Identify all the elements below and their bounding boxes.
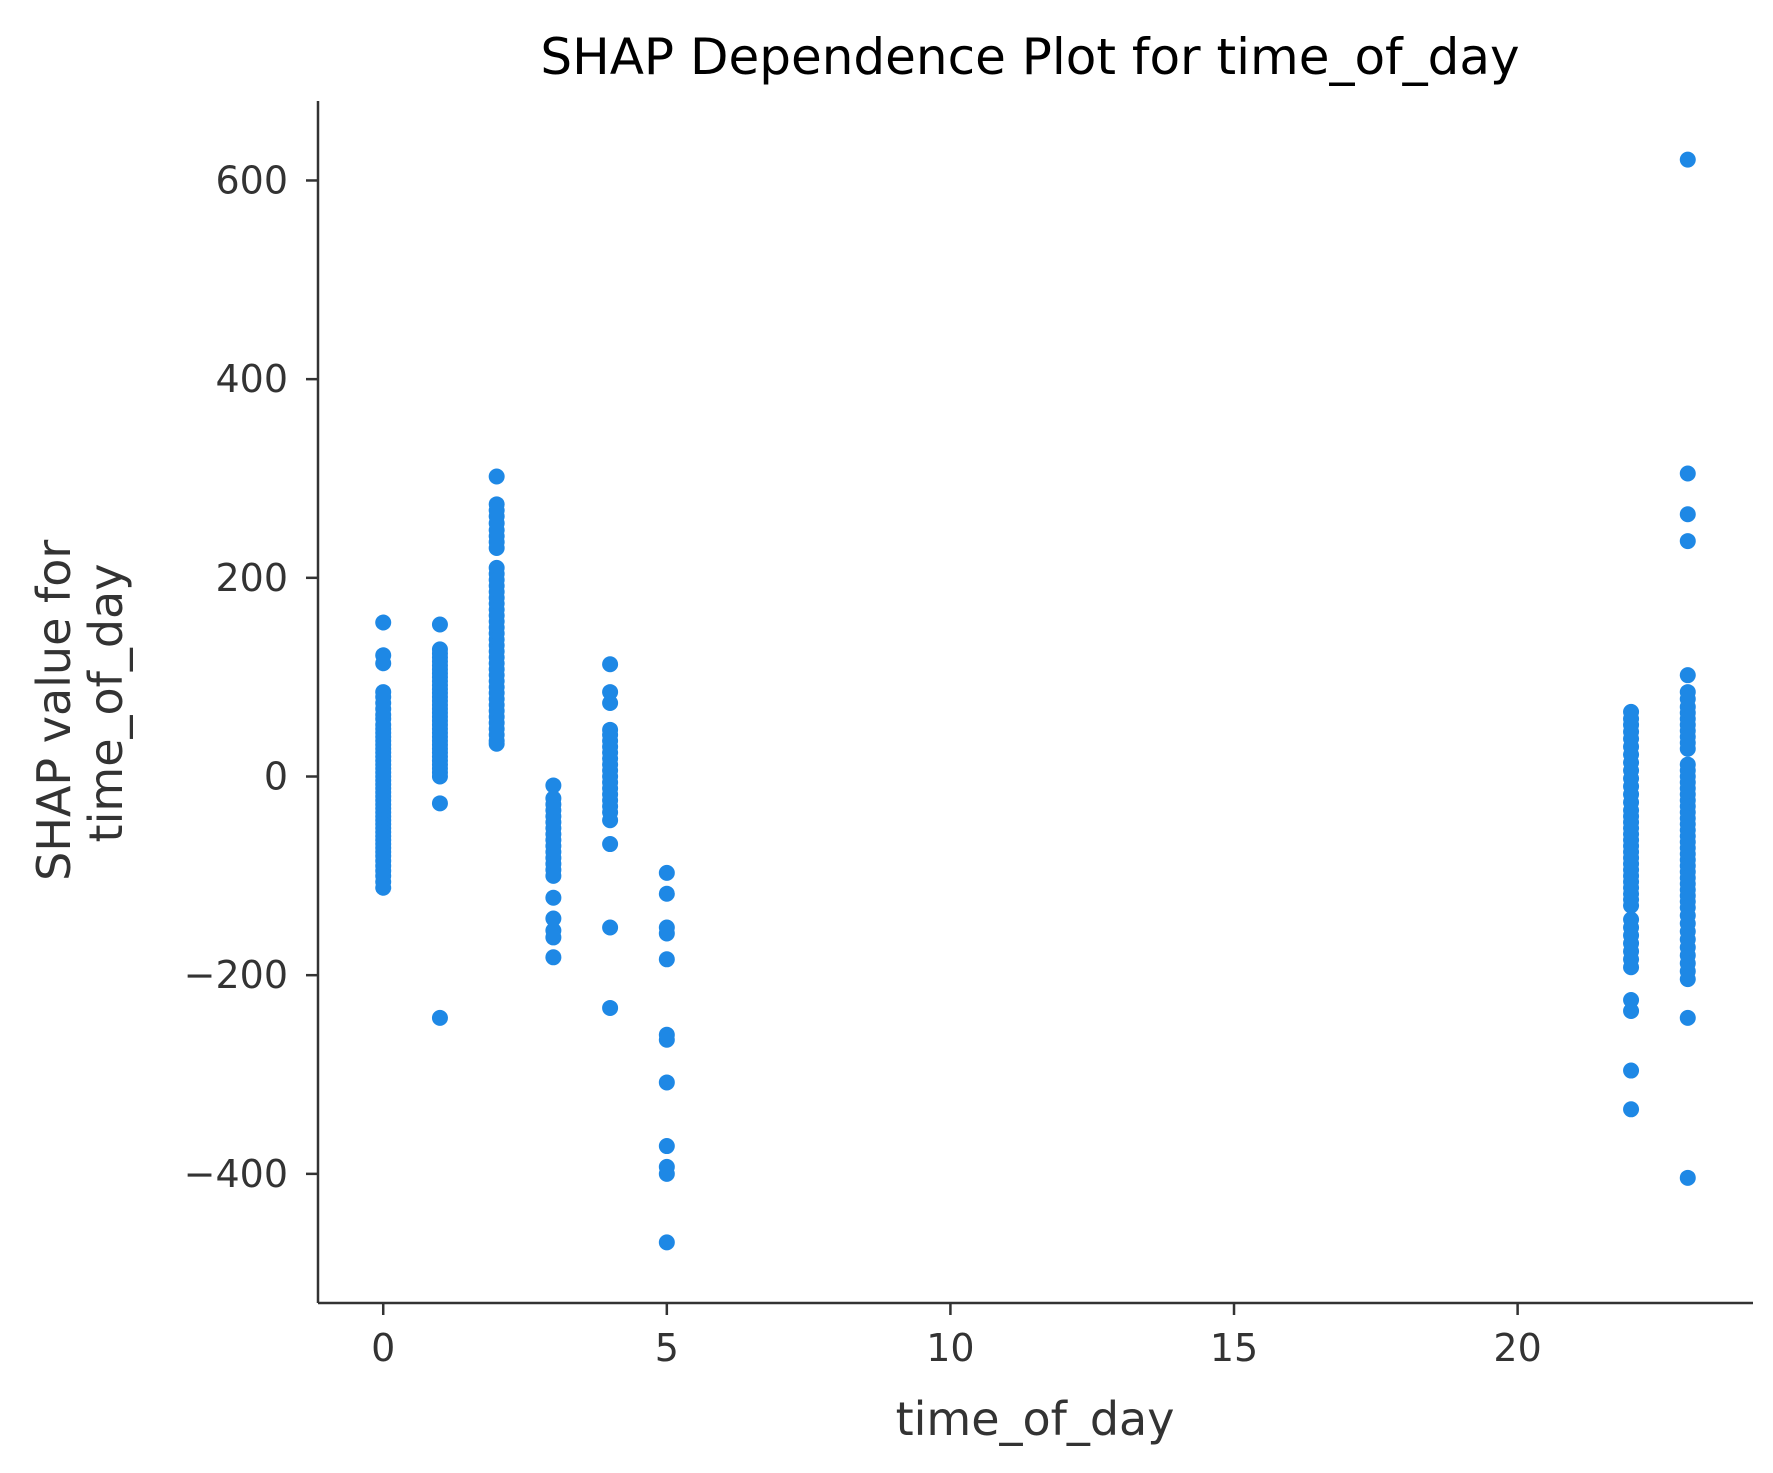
scatter-point <box>1623 1062 1640 1079</box>
y-tick-label: 200 <box>215 556 288 600</box>
scatter-point <box>1679 1009 1696 1026</box>
scatter-point <box>658 864 675 881</box>
x-tick-label: 20 <box>1493 1326 1541 1370</box>
x-axis-ticks: 0 5 10 15 20 <box>371 1303 1542 1370</box>
y-tick-label: −400 <box>184 1152 288 1196</box>
y-axis-label: SHAP value for time_of_day <box>27 525 133 881</box>
scatter-point <box>658 1234 675 1251</box>
y-tick-label: −200 <box>184 953 288 997</box>
scatter-point <box>488 540 505 557</box>
scatter-point <box>1623 1101 1640 1118</box>
scatter-point <box>658 1165 675 1182</box>
scatter-point <box>545 889 562 906</box>
scatter-point <box>488 468 505 485</box>
scatter-point <box>658 885 675 902</box>
y-axis-ticks: −400 −200 0 200 400 600 <box>184 158 318 1196</box>
y-axis-label-line-1: SHAP value for <box>27 540 81 881</box>
x-tick-label: 15 <box>1210 1326 1258 1370</box>
scatter-point <box>1679 151 1696 168</box>
y-axis-label-line-2: time_of_day <box>79 564 133 843</box>
scatter-point <box>1679 1169 1696 1186</box>
x-axis-label: time_of_day <box>896 1392 1175 1446</box>
scatter-point <box>1679 533 1696 550</box>
x-tick-label: 0 <box>371 1326 395 1370</box>
scatter-point <box>658 1138 675 1155</box>
scatter-point <box>1623 897 1640 914</box>
scatter-point <box>658 925 675 942</box>
scatter-point <box>658 951 675 968</box>
y-tick-label: 0 <box>264 755 288 799</box>
scatter-point <box>431 616 448 633</box>
scatter-point <box>1679 667 1696 684</box>
chart-title: SHAP Dependence Plot for time_of_day <box>540 28 1519 86</box>
scatter-point <box>658 1031 675 1048</box>
scatter-point <box>1679 740 1696 757</box>
scatter-point <box>545 929 562 946</box>
scatter-point <box>602 836 619 853</box>
scatter-point <box>1679 506 1696 523</box>
scatter-point <box>1679 465 1696 482</box>
scatter-point <box>1679 971 1696 988</box>
scatter-point <box>602 919 619 936</box>
scatter-point <box>602 694 619 711</box>
scatter-point <box>545 949 562 966</box>
scatter-point <box>1623 959 1640 976</box>
axes <box>316 101 1753 1305</box>
x-tick-label: 5 <box>655 1326 679 1370</box>
scatter-point <box>602 812 619 829</box>
scatter-point <box>431 1009 448 1026</box>
scatter-point <box>375 614 392 631</box>
scatter-point <box>488 735 505 752</box>
scatter-point <box>375 655 392 672</box>
scatter-points <box>375 151 1696 1251</box>
scatter-point <box>431 795 448 812</box>
scatter-point <box>545 867 562 884</box>
scatter-point <box>1623 1002 1640 1019</box>
scatter-point <box>545 910 562 927</box>
scatter-point <box>602 656 619 673</box>
scatter-point <box>545 777 562 794</box>
scatter-point <box>375 879 392 896</box>
y-tick-label: 600 <box>215 158 288 202</box>
scatter-point <box>431 768 448 785</box>
y-tick-label: 400 <box>215 357 288 401</box>
x-tick-label: 10 <box>926 1326 974 1370</box>
scatter-point <box>658 1074 675 1091</box>
scatter-point <box>602 999 619 1016</box>
